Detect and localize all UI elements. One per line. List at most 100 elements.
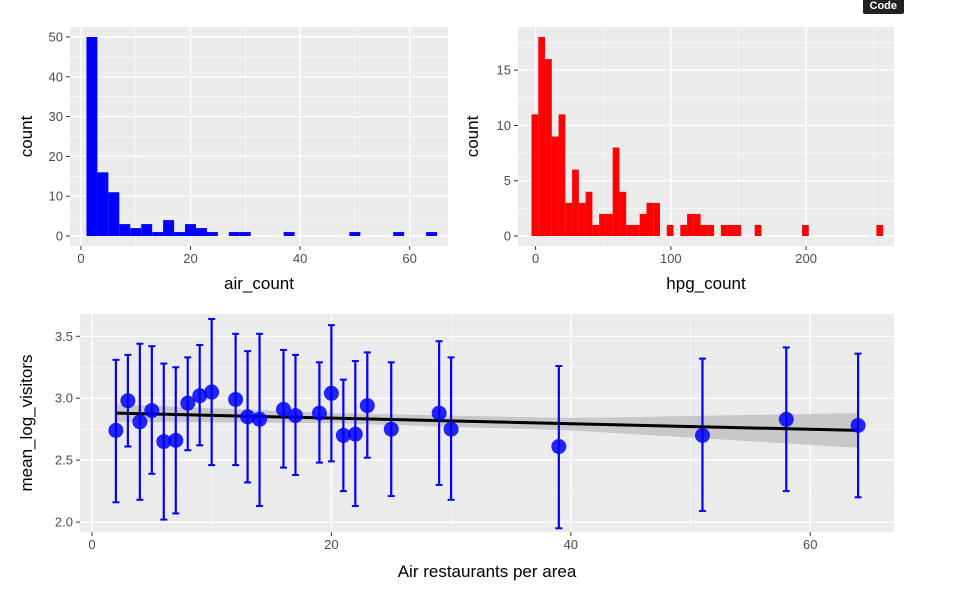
y-tick-label: 40: [49, 69, 63, 84]
histogram-bar: [130, 228, 142, 237]
histogram-bar: [108, 192, 120, 237]
x-tick-label: 200: [795, 251, 817, 266]
data-point: [180, 395, 196, 411]
data-point: [323, 385, 339, 401]
y-tick-label: 2.0: [55, 515, 73, 530]
histogram-bar: [700, 224, 708, 237]
air-count-histogram: 0 20 40 60 0 10 20 30 40 50 air_count count: [17, 27, 448, 293]
histogram-bar: [693, 213, 701, 237]
histogram-bar: [572, 169, 579, 237]
histogram-bar: [646, 202, 654, 237]
y-tick-label: 10: [497, 118, 511, 133]
y-tick-label: 0: [56, 229, 63, 244]
histogram-bar: [578, 202, 586, 237]
y-axis-title: count: [463, 115, 482, 157]
histogram-bar: [283, 232, 295, 237]
trend-line: [115, 411, 859, 432]
histogram-bar: [876, 224, 884, 237]
histogram-bar: [97, 172, 109, 237]
histogram-bar: [174, 232, 186, 237]
histogram-bar: [545, 59, 552, 237]
x-axis-title: hpg_count: [666, 274, 746, 293]
data-point: [694, 427, 710, 443]
histogram-bar: [612, 147, 620, 237]
histogram-bar: [163, 220, 175, 237]
data-point: [108, 422, 124, 438]
x-tick-label: 60: [402, 251, 416, 266]
histogram-bar: [141, 224, 153, 237]
y-tick-label: 10: [49, 189, 63, 204]
x-tick-label: 0: [77, 251, 84, 266]
histogram-bar: [680, 224, 688, 237]
x-tick-label: 20: [183, 251, 197, 266]
histogram-bar: [152, 232, 164, 237]
x-tick-label: 60: [803, 537, 817, 552]
x-tick-label: 0: [88, 537, 95, 552]
y-axis-title: count: [17, 115, 36, 157]
data-point: [276, 401, 291, 417]
x-axis-title: Air restaurants per area: [398, 562, 577, 581]
histogram-bar: [185, 224, 196, 237]
histogram-bar: [639, 213, 647, 237]
histogram-bar: [426, 232, 438, 237]
data-point: [311, 405, 327, 421]
histogram-bar: [565, 202, 573, 237]
histogram-bar: [585, 191, 593, 237]
histogram-bar: [599, 213, 606, 237]
x-tick-label: 0: [532, 251, 539, 266]
data-point: [850, 417, 866, 433]
code-button[interactable]: Code: [862, 0, 904, 14]
x-axis-title: air_count: [224, 274, 294, 293]
y-tick-label: 3.5: [55, 329, 73, 344]
histogram-bar: [653, 202, 661, 237]
data-point: [156, 434, 172, 450]
histogram-bar: [802, 224, 809, 237]
histogram-bar: [707, 224, 715, 237]
histogram-bar: [349, 232, 361, 237]
data-point: [120, 393, 136, 409]
data-point: [347, 426, 363, 442]
y-tick-label: 3.0: [55, 391, 73, 406]
histogram-bar: [206, 232, 218, 237]
histogram-bar: [754, 224, 762, 237]
y-tick-label: 15: [497, 63, 511, 78]
data-point: [335, 427, 351, 443]
data-point: [551, 439, 567, 455]
x-tick-label: 20: [324, 537, 338, 552]
histogram-bar: [605, 213, 613, 237]
data-point: [431, 405, 447, 421]
histogram-bar: [393, 232, 405, 237]
histogram-bar: [228, 232, 240, 237]
histogram-bar: [531, 114, 539, 237]
histogram-bar: [538, 36, 546, 237]
hpg-count-histogram: 0 100 200 0 5 10 15 hpg_count count: [463, 27, 894, 293]
histogram-bar: [619, 191, 627, 237]
x-tick-label: 40: [564, 537, 578, 552]
y-tick-label: 2.5: [55, 453, 73, 468]
histogram-bar: [119, 224, 131, 237]
x-tick-label: 100: [660, 251, 682, 266]
data-point: [443, 421, 459, 437]
y-tick-label: 0: [504, 229, 511, 244]
data-point: [359, 398, 375, 414]
y-tick-label: 5: [504, 173, 511, 188]
histogram-bar: [727, 224, 735, 237]
histogram-bar: [592, 224, 600, 237]
histogram-bar: [666, 224, 674, 237]
data-point: [287, 408, 303, 424]
y-tick-label: 20: [49, 149, 63, 164]
histogram-bar: [632, 224, 640, 237]
histogram-bar: [551, 136, 559, 237]
histogram-bar: [720, 224, 728, 237]
histogram-bar: [734, 224, 742, 237]
data-point: [778, 411, 794, 427]
y-axis-title: mean_log_visitors: [17, 354, 36, 491]
x-tick-label: 40: [293, 251, 307, 266]
data-point: [192, 388, 208, 404]
y-tick-label: 30: [49, 109, 63, 124]
data-point: [204, 384, 220, 400]
data-point: [132, 414, 148, 430]
y-tick-label: 50: [49, 29, 63, 44]
data-point: [252, 411, 268, 427]
